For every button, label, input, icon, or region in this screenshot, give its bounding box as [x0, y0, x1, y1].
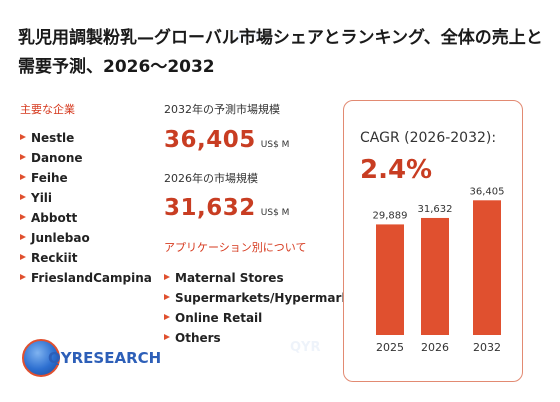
bullet-triangle-icon: [20, 133, 26, 140]
logo-text: QYRESEARCH: [48, 349, 162, 367]
market-2026-unit: US$ M: [260, 208, 290, 218]
cagr-panel: CAGR (2026-2032): 2.4% 29,889 2025 31,632 2…: [343, 100, 523, 382]
cagr-label: CAGR (2026-2032):: [360, 130, 497, 146]
data-label-2032: 36,405: [470, 186, 505, 197]
x-tick-label-2026: 2026: [421, 341, 449, 354]
bullet-triangle-icon: [20, 253, 26, 260]
bar-2032: [473, 200, 501, 335]
market-2026-label: 2026年の市場規模: [164, 172, 258, 185]
market-2032-value-group: 36,405 US$ M: [164, 127, 289, 153]
list-item: Nestle: [20, 128, 152, 148]
company-list: Nestle Danone Feihe Yili Abbott Junlebao…: [20, 128, 152, 288]
logo: QYRESEARCH: [22, 339, 161, 377]
bullet-triangle-icon: [164, 273, 170, 280]
market-2032-value: 36,405: [164, 127, 256, 153]
watermark: QYR: [230, 30, 261, 45]
market-2026-value-group: 31,632 US$ M: [164, 195, 289, 221]
bullet-triangle-icon: [20, 273, 26, 280]
watermark: QYR: [290, 340, 321, 355]
application-list: Maternal Stores Supermarkets/Hypermarket…: [164, 268, 370, 348]
data-label-2025: 29,889: [373, 210, 408, 221]
bullet-triangle-icon: [20, 213, 26, 220]
list-item: Yili: [20, 188, 152, 208]
bullet-triangle-icon: [20, 173, 26, 180]
bullet-triangle-icon: [164, 333, 170, 340]
bullet-triangle-icon: [164, 313, 170, 320]
bullet-triangle-icon: [20, 153, 26, 160]
market-2026-value: 31,632: [164, 195, 256, 221]
list-item: Feihe: [20, 168, 152, 188]
market-2032-unit: US$ M: [260, 140, 290, 150]
applications-label: アプリケーション別について: [164, 241, 307, 254]
x-tick-label-2025: 2025: [376, 341, 404, 354]
globe-logo-icon: [22, 339, 60, 377]
list-item: Junlebao: [20, 228, 152, 248]
data-label-2026: 31,632: [418, 204, 453, 215]
list-item: FrieslandCampina: [20, 268, 152, 288]
market-2032-label: 2032年の予測市場規模: [164, 103, 280, 116]
bullet-triangle-icon: [164, 293, 170, 300]
companies-label: 主要な企業: [20, 103, 75, 116]
list-item: Abbott: [20, 208, 152, 228]
market-bar-chart: 29,889 2025 31,632 2026 36,405 2032: [373, 186, 505, 354]
bar-2026: [421, 217, 449, 335]
x-tick-label-2032: 2032: [473, 341, 501, 354]
list-item: Danone: [20, 148, 152, 168]
cagr-value: 2.4%: [360, 155, 433, 185]
bar-2025: [376, 224, 404, 335]
bullet-triangle-icon: [20, 233, 26, 240]
list-item: Reckiit: [20, 248, 152, 268]
list-item: Supermarkets/Hypermarkets: [164, 288, 370, 308]
bullet-triangle-icon: [20, 193, 26, 200]
list-item: Others: [164, 328, 370, 348]
page-title: 乳児用調製粉乳—グローバル市場シェアとランキング、全体の売上と需要予測、2026…: [18, 28, 543, 77]
list-item: Online Retail: [164, 308, 370, 328]
list-item: Maternal Stores: [164, 268, 370, 288]
